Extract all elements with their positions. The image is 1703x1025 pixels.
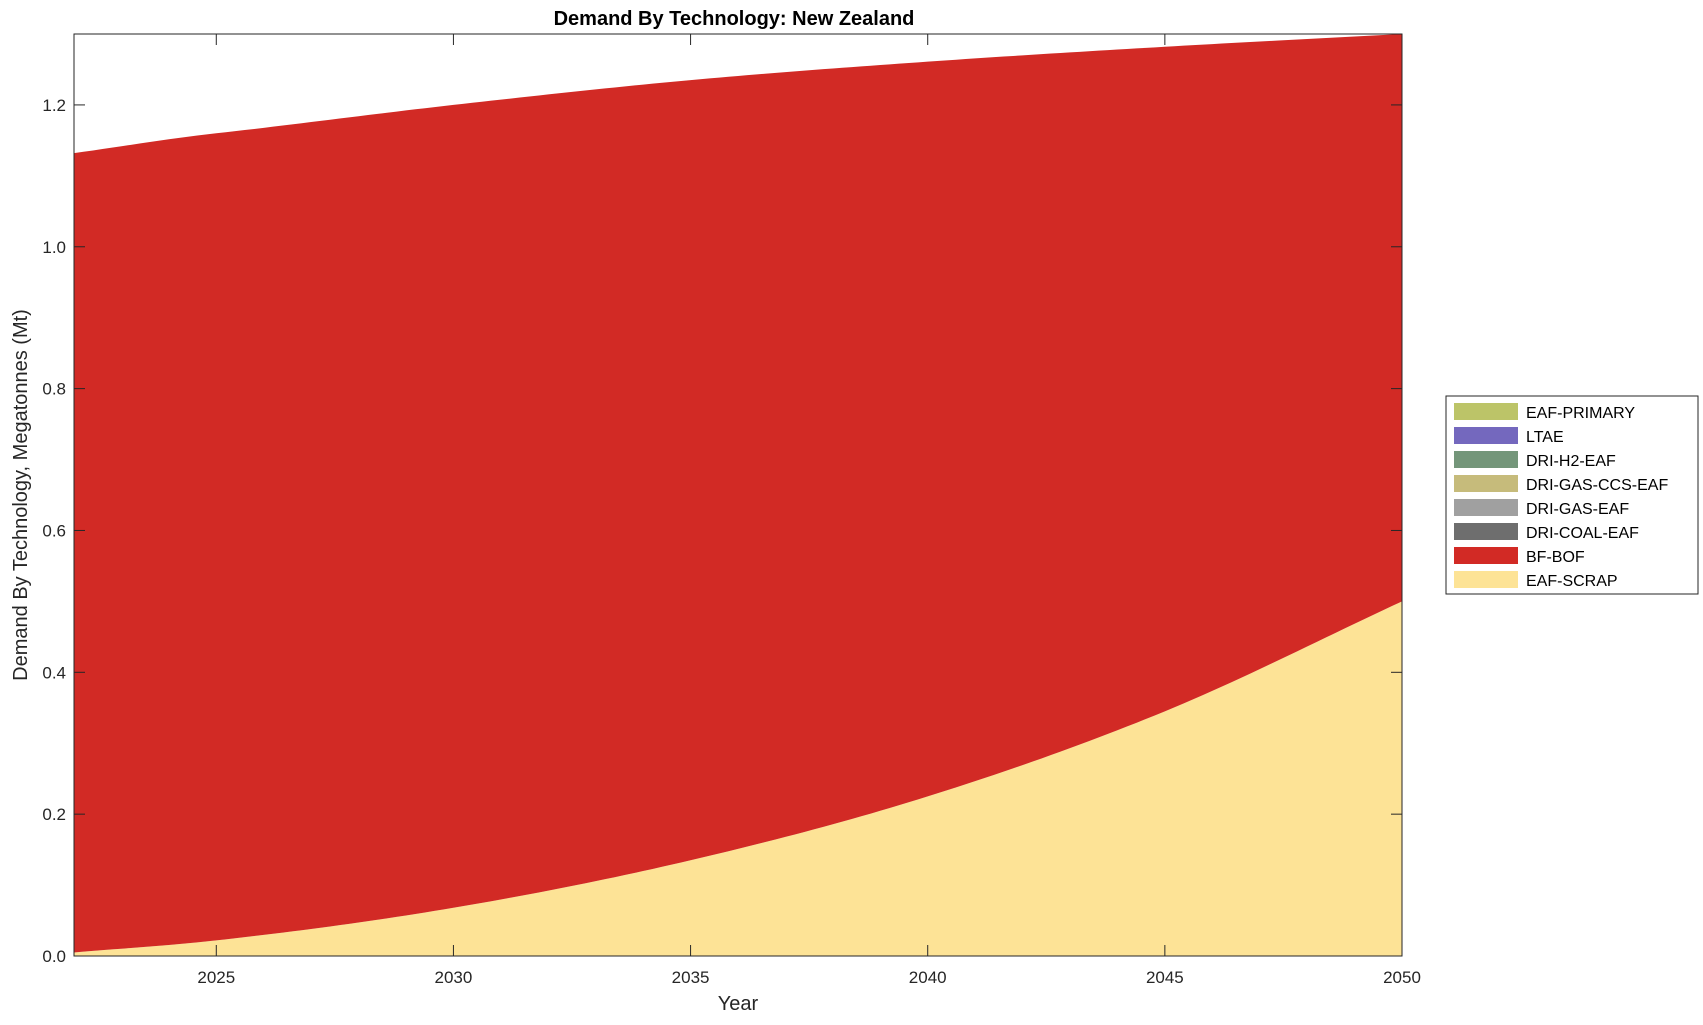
ticks-group: 2025 2030 2035 2040 2045 2050 0.0 0.2 0.4 0.6 0.8 1… <box>42 34 1421 987</box>
x-tick-label: 2035 <box>672 968 710 987</box>
x-tick-label: 2040 <box>909 968 947 987</box>
legend-label: LTAE <box>1526 429 1564 446</box>
legend-swatch <box>1454 547 1518 564</box>
legend-label: DRI-H2-EAF <box>1526 453 1616 470</box>
y-tick-label: 0.8 <box>42 380 66 399</box>
y-axis-label: Demand By Technology, Megatonnes (Mt) <box>10 309 32 681</box>
legend-item-eaf-primary: EAF-PRIMARY <box>1454 403 1635 422</box>
x-tick-label: 2025 <box>197 968 235 987</box>
area-eaf-scrap <box>74 601 1402 956</box>
areas-group <box>74 34 1402 956</box>
legend-item-ltae: LTAE <box>1454 427 1564 446</box>
y-tick-label: 1.0 <box>42 238 66 257</box>
legend-item-bf-bof: BF-BOF <box>1454 547 1585 566</box>
legend-swatch <box>1454 571 1518 588</box>
plot-frame <box>73 33 1403 957</box>
legend-swatch <box>1454 475 1518 492</box>
y-tick-label: 0.0 <box>42 947 66 966</box>
legend: EAF-PRIMARY LTAE DRI-H2-EAF DRI-GAS-CCS-EAF… <box>1445 395 1699 595</box>
legend-label: EAF-SCRAP <box>1526 573 1618 590</box>
legend-label: EAF-PRIMARY <box>1526 405 1635 422</box>
legend-label: DRI-GAS-EAF <box>1526 501 1629 518</box>
legend-label: DRI-GAS-CCS-EAF <box>1526 477 1668 494</box>
legend-swatch <box>1454 403 1518 420</box>
y-tick-label: 1.2 <box>42 96 66 115</box>
y-tick-label: 0.6 <box>42 521 66 540</box>
chart-title: Demand By Technology: New Zealand <box>554 8 915 30</box>
y-tick-label: 0.4 <box>42 663 66 682</box>
legend-swatch <box>1454 523 1518 540</box>
x-tick-label: 2030 <box>435 968 473 987</box>
x-axis-label: Year <box>718 993 759 1015</box>
x-tick-label: 2050 <box>1383 968 1421 987</box>
legend-label: BF-BOF <box>1526 549 1585 566</box>
legend-swatch <box>1454 451 1518 468</box>
legend-swatch <box>1454 427 1518 444</box>
legend-item-dri-coal-eaf: DRI-COAL-EAF <box>1454 523 1639 542</box>
legend-label: DRI-COAL-EAF <box>1526 525 1639 542</box>
y-tick-label: 0.2 <box>42 805 66 824</box>
legend-item-dri-h2-eaf: DRI-H2-EAF <box>1454 451 1616 470</box>
legend-item-dri-gas-eaf: DRI-GAS-EAF <box>1454 499 1629 518</box>
area-bf-bof <box>74 34 1402 953</box>
legend-item-eaf-scrap: EAF-SCRAP <box>1454 571 1618 590</box>
legend-item-dri-gas-ccs-eaf: DRI-GAS-CCS-EAF <box>1454 475 1668 494</box>
legend-swatch <box>1454 499 1518 516</box>
x-tick-label: 2045 <box>1146 968 1184 987</box>
